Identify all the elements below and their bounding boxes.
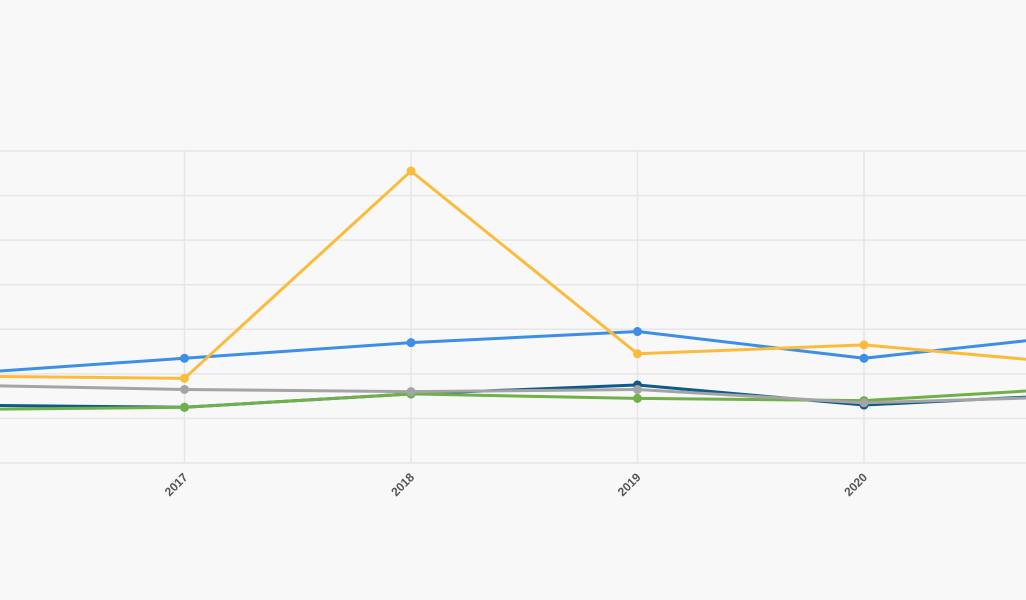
data-point	[633, 393, 642, 403]
data-point	[180, 373, 189, 383]
x-tick-label: 2018	[388, 470, 417, 499]
data-point	[859, 340, 869, 350]
data-point	[633, 384, 642, 394]
data-point	[180, 402, 189, 412]
series-line	[0, 384, 1026, 405]
data-point	[406, 338, 416, 348]
series-line	[0, 330, 1026, 373]
data-point	[406, 166, 416, 176]
x-axis-ticks: 2017 2018 2019 2020	[162, 470, 871, 499]
grid	[0, 150, 1026, 464]
data-point	[633, 349, 642, 359]
x-tick-label: 2019	[615, 470, 644, 499]
data-point	[180, 353, 189, 363]
x-tick-label: 2017	[162, 470, 191, 499]
data-point	[633, 327, 642, 337]
series-1	[0, 327, 1026, 373]
data-point	[406, 387, 416, 397]
x-tick-label: 2020	[841, 470, 870, 499]
data-point	[859, 398, 869, 408]
series-2	[0, 166, 1026, 383]
series-line	[0, 389, 1026, 411]
series-5	[0, 384, 1026, 408]
series-line	[0, 169, 1026, 380]
data-point	[180, 384, 189, 394]
data-point	[859, 353, 869, 363]
series-layer	[0, 166, 1026, 412]
